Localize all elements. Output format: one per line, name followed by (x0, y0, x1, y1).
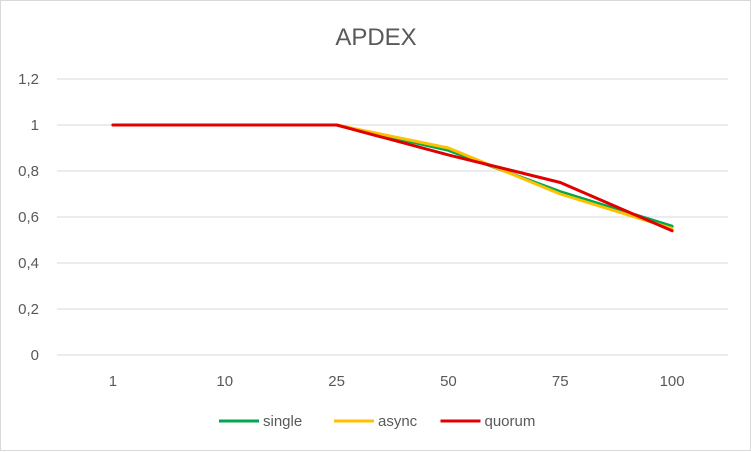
y-tick-label: 1 (31, 117, 39, 134)
legend-label: quorum (485, 413, 536, 430)
y-tick-label: 0,6 (18, 209, 39, 226)
y-tick-label: 0,2 (18, 301, 39, 318)
x-tick-label: 10 (216, 373, 233, 390)
legend-item-async[interactable]: async (334, 413, 418, 430)
y-tick-label: 1,2 (18, 71, 39, 88)
x-tick-label: 50 (440, 373, 457, 390)
x-tick-label: 1 (109, 373, 117, 390)
y-tick-label: 0,8 (18, 163, 39, 180)
y-tick-label: 0,4 (18, 255, 39, 272)
x-tick-label: 25 (328, 373, 345, 390)
x-tick-label: 75 (552, 373, 569, 390)
x-tick-label: 100 (660, 373, 685, 390)
legend-label: async (378, 413, 418, 430)
y-tick-label: 0 (31, 347, 39, 364)
series-lines (111, 123, 674, 233)
y-axis-ticks: 0 0,2 0,4 0,6 0,8 1 1,2 (18, 71, 39, 364)
x-axis-ticks: 1 10 25 50 75 100 (109, 373, 685, 390)
legend-item-quorum[interactable]: quorum (440, 413, 536, 430)
chart-title: APDEX (335, 24, 416, 51)
legend[interactable]: single async quorum (219, 413, 535, 430)
legend-item-single[interactable]: single (219, 413, 302, 430)
series-line-quorum (111, 123, 674, 233)
legend-label: single (263, 413, 302, 430)
gridlines (57, 78, 728, 356)
